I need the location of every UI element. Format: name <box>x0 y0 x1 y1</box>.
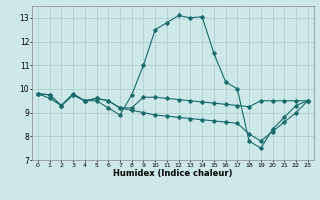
X-axis label: Humidex (Indice chaleur): Humidex (Indice chaleur) <box>113 169 233 178</box>
